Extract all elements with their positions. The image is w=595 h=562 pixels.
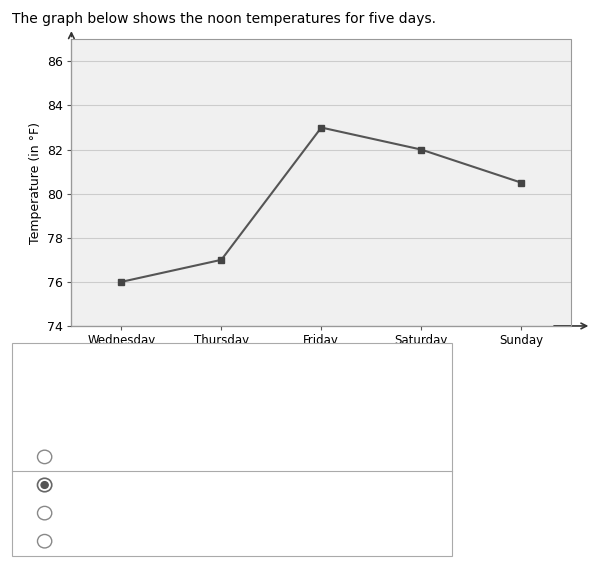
Text: days?: days? — [21, 368, 57, 381]
Text: Wednesday to Thursday: Wednesday to Thursday — [60, 450, 211, 464]
Text: occur?: occur? — [21, 494, 62, 507]
Text: (a) What was the greatest noon temperature for the five: (a) What was the greatest noon temperatu… — [21, 350, 375, 362]
Text: 82°F: 82°F — [27, 440, 62, 455]
Text: (b) When did the greatest increase in noon temperature: (b) When did the greatest increase in no… — [21, 475, 372, 488]
Text: Friday to Saturday: Friday to Saturday — [60, 506, 174, 520]
Text: The graph below shows the noon temperatures for five days.: The graph below shows the noon temperatu… — [12, 12, 436, 26]
Text: Saturday to Sunday: Saturday to Sunday — [60, 534, 183, 548]
Text: X: X — [486, 380, 502, 401]
Y-axis label: Temperature (in °F): Temperature (in °F) — [29, 121, 42, 244]
Text: Thursday to Friday: Thursday to Friday — [60, 478, 176, 492]
